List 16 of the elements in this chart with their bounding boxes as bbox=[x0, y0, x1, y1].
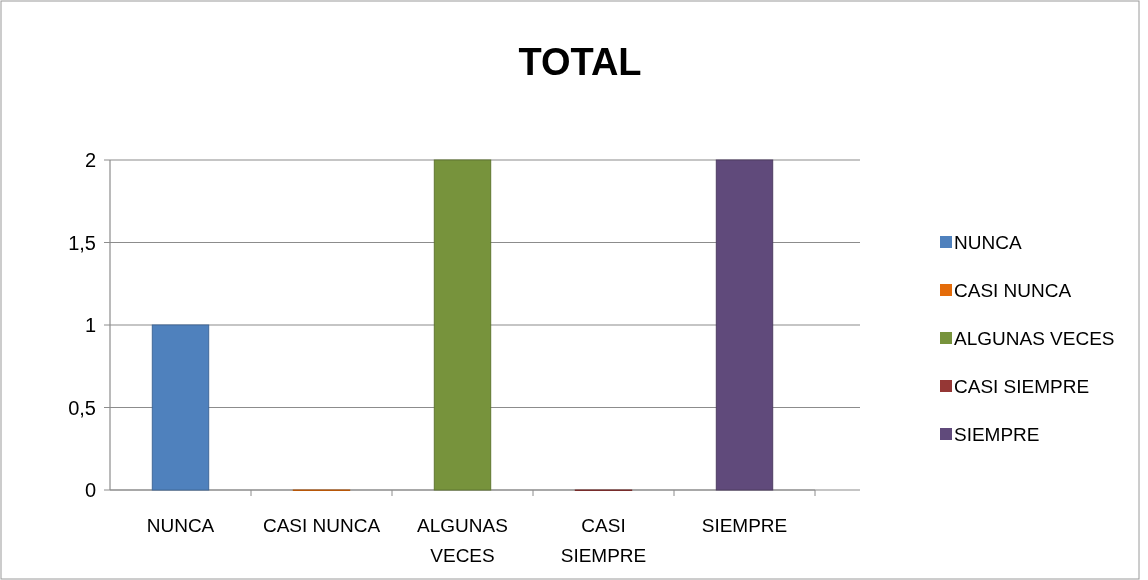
y-tick-label: 0,5 bbox=[68, 396, 96, 419]
x-tick-label: SIEMPRE bbox=[701, 515, 788, 536]
y-tick-label: 2 bbox=[84, 149, 96, 171]
chart-title: TOTAL bbox=[518, 41, 642, 83]
legend-label: CASI SIEMPRE bbox=[954, 375, 1090, 397]
y-tick-label: 0 bbox=[84, 479, 96, 501]
y-tick-label: 1 bbox=[84, 314, 96, 336]
legend-label: ALGUNAS VECES bbox=[954, 327, 1115, 349]
x-tick-label: CASI NUNCA bbox=[262, 515, 381, 536]
legend-label: SIEMPRE bbox=[954, 423, 1040, 445]
x-tick-label: ALGUNAS VECES bbox=[417, 515, 508, 566]
x-tick-label: CASI SIEMPRE bbox=[560, 515, 647, 566]
legend-label: CASI NUNCA bbox=[954, 279, 1072, 301]
x-tick-label: NUNCA bbox=[146, 515, 215, 536]
y-tick-label: 1,5 bbox=[68, 231, 96, 254]
legend-label: NUNCA bbox=[954, 231, 1022, 253]
